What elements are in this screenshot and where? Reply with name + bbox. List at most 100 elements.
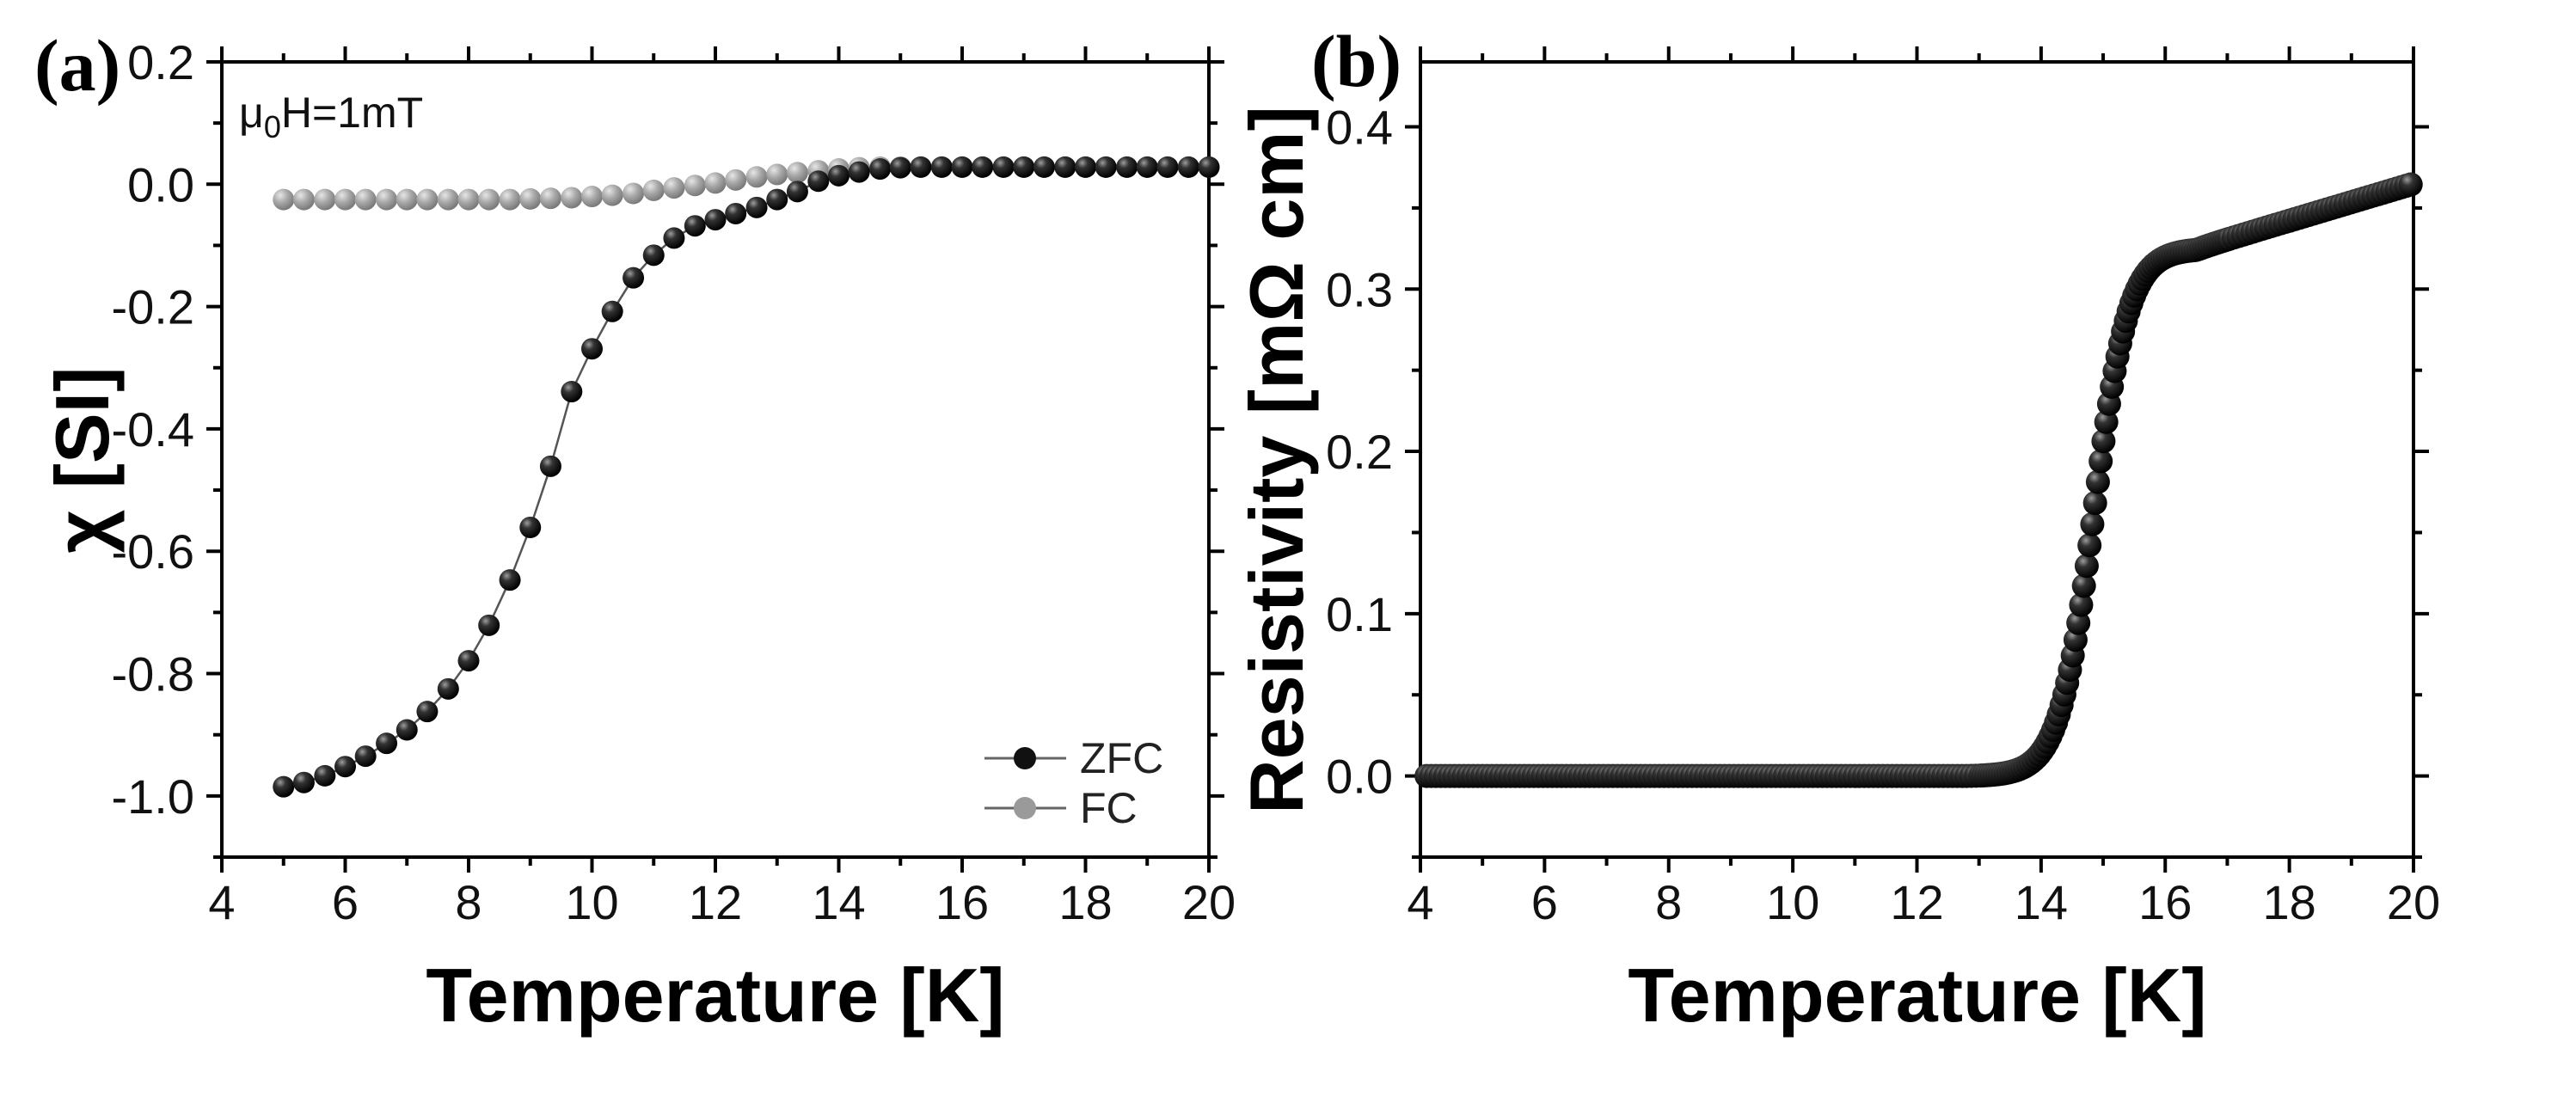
zfc-data-point — [581, 338, 603, 360]
panel-a-x-axis: 4 6 8 10 12 14 16 18 20 — [208, 46, 1236, 929]
fc-data-point — [684, 175, 706, 197]
zfc-data-point — [642, 244, 665, 267]
zfc-data-point — [766, 188, 788, 211]
zfc-data-point — [1116, 156, 1138, 178]
zfc-data-point — [354, 745, 377, 768]
panel-b-label: (b) — [1311, 20, 1401, 102]
zfc-data-point — [828, 164, 849, 187]
fc-data-point — [786, 162, 808, 184]
resistivity-point — [2074, 554, 2099, 579]
zfc-data-line — [283, 166, 1209, 788]
fc-data-point — [623, 182, 645, 205]
panel-b-resistivity: (b) 4 6 8 10 12 14 16 18 20 0.4 0.3 0.2 0.1 0.0 Temp… — [1234, 20, 2440, 1038]
panel-a-y-tick-label: -1.0 — [112, 769, 195, 824]
zfc-data-point — [539, 455, 561, 477]
panel-a-y-tick-label: -0.4 — [112, 402, 195, 456]
panel-a-y-axis: 0.2 0.0 -0.2 -0.4 -0.6 -0.8 -1.0 — [112, 35, 1224, 859]
panel-b-series-resistivity — [1414, 172, 2423, 788]
panel-b-x-tick-label: 6 — [1531, 875, 1558, 929]
panel-b-x-axis: 4 6 8 10 12 14 16 18 20 — [1407, 46, 2440, 929]
panel-a-y-title: χ [SI] — [40, 367, 125, 554]
panel-b-y-tick-label: 0.2 — [1326, 425, 1393, 479]
zfc-data-point — [869, 158, 892, 181]
panel-b-y-title: Resistivity [mΩ cm] — [1234, 106, 1319, 814]
panel-b-x-title: Temperature [K] — [1628, 953, 2206, 1038]
zfc-data-point — [396, 719, 418, 741]
zfc-data-point — [704, 209, 727, 231]
panel-a-x-title: Temperature [K] — [426, 953, 1004, 1038]
fc-data-point — [519, 187, 542, 210]
panel-a-x-tick-label: 16 — [935, 875, 989, 929]
zfc-data-point — [1095, 156, 1117, 178]
legend-item-fc: FC — [984, 784, 1138, 832]
zfc-data-point — [725, 202, 747, 224]
legend-zfc-label: ZFC — [1080, 734, 1163, 782]
zfc-data-point — [519, 516, 542, 538]
legend: ZFC FC — [984, 734, 1163, 832]
zfc-data-point — [376, 732, 398, 755]
panel-a-y-tick-label: -0.2 — [112, 280, 195, 334]
panel-a-x-tick-label: 6 — [332, 875, 359, 929]
panel-b-x-tick-label: 20 — [2387, 875, 2440, 929]
zfc-data-point — [1013, 156, 1035, 178]
resistivity-point — [2094, 409, 2119, 434]
resistivity-point — [2085, 469, 2110, 494]
zfc-data-point — [273, 775, 295, 798]
panel-a-x-tick-label: 14 — [812, 875, 865, 929]
zfc-data-point — [292, 771, 315, 793]
panel-b-y-tick-label: 0.0 — [1326, 750, 1393, 804]
legend-item-zfc: ZFC — [984, 734, 1163, 782]
zfc-data-point — [437, 677, 459, 700]
fc-data-point — [601, 184, 623, 206]
fc-data-point — [354, 188, 377, 211]
fc-data-point — [457, 188, 480, 211]
fc-data-point — [704, 172, 727, 194]
panel-b-x-tick-label: 18 — [2262, 875, 2315, 929]
fc-data-point — [314, 188, 336, 211]
zfc-data-point — [848, 161, 870, 183]
panel-a-x-tick-label: 8 — [455, 875, 481, 929]
zfc-data-point — [889, 156, 911, 179]
panel-b-x-tick-label: 8 — [1655, 875, 1682, 929]
zfc-data-point — [499, 569, 521, 591]
fc-data-point — [642, 179, 665, 201]
zfc-data-point — [745, 196, 768, 218]
resistivity-point — [2398, 172, 2423, 197]
zfc-data-point — [561, 381, 583, 403]
field-annotation: μ0H=1mT — [239, 89, 423, 144]
fc-data-point — [273, 188, 295, 211]
fc-data-point — [539, 187, 561, 210]
legend-fc-marker — [1014, 797, 1036, 819]
zfc-data-point — [623, 267, 645, 289]
resistivity-point — [2069, 592, 2094, 617]
panel-b-y-tick-label: 0.4 — [1326, 101, 1393, 155]
fc-data-point — [561, 187, 583, 209]
fc-data-point — [581, 186, 603, 208]
panel-a-susceptibility: (a) 4 6 8 10 12 14 16 18 20 0.2 0.0 -0.2 -0.4 -0.6 -0… — [34, 24, 1236, 1038]
zfc-data-point — [416, 701, 439, 723]
panel-a-y-tick-label: -0.6 — [112, 524, 195, 579]
panel-a-y-tick-label: 0.0 — [127, 157, 194, 211]
panel-a-y-tick-label: 0.2 — [127, 35, 194, 89]
panel-b-x-tick-label: 16 — [2138, 875, 2192, 929]
zfc-data-point — [951, 156, 973, 178]
zfc-data-point — [663, 227, 685, 249]
resistivity-point — [2088, 449, 2113, 474]
fc-data-point — [376, 188, 398, 211]
zfc-data-point — [1075, 156, 1096, 178]
panel-a-x-tick-label: 10 — [565, 875, 618, 929]
zfc-data-point — [478, 614, 500, 636]
panel-a-label: (a) — [34, 24, 120, 107]
resistivity-point — [2071, 573, 2096, 598]
zfc-data-point — [1177, 156, 1199, 178]
zfc-data-point — [972, 156, 994, 178]
panel-b-plot-frame — [1419, 60, 2415, 859]
fc-data-point — [334, 188, 356, 211]
panel-a-x-tick-label: 4 — [208, 875, 235, 929]
fc-data-point — [725, 168, 747, 191]
fc-data-point — [292, 188, 315, 211]
resistivity-point — [2091, 429, 2116, 454]
zfc-data-point — [1033, 156, 1055, 178]
fc-data-point — [437, 188, 459, 211]
